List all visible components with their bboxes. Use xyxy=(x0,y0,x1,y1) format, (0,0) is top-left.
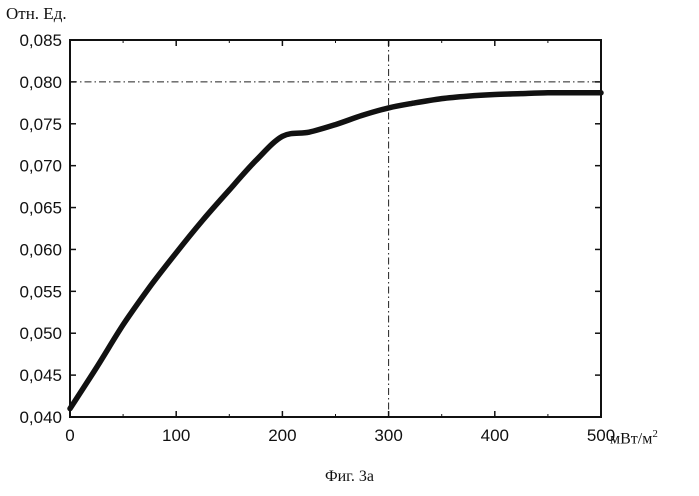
x-tick-label: 100 xyxy=(162,426,190,445)
y-tick-label: 0,065 xyxy=(19,199,62,218)
figure-caption: Фиг. 3а xyxy=(0,468,699,486)
x-axis-unit-label: мВт/м2 xyxy=(610,428,658,448)
x-axis-unit-text: мВт/м xyxy=(610,430,652,447)
y-tick-label: 0,085 xyxy=(19,31,62,50)
y-tick-label: 0,075 xyxy=(19,115,62,134)
y-tick-label: 0,080 xyxy=(19,73,62,92)
y-tick-label: 0,060 xyxy=(19,240,62,259)
x-tick-label: 400 xyxy=(481,426,509,445)
x-tick-label: 300 xyxy=(374,426,402,445)
plot-frame xyxy=(70,40,601,417)
x-tick-label: 0 xyxy=(65,426,74,445)
y-tick-label: 0,045 xyxy=(19,366,62,385)
x-axis-unit-exponent: 2 xyxy=(652,428,658,440)
y-tick-label: 0,055 xyxy=(19,282,62,301)
y-tick-label: 0,050 xyxy=(19,324,62,343)
data-series-line xyxy=(70,93,601,409)
y-tick-label: 0,070 xyxy=(19,157,62,176)
y-tick-label: 0,040 xyxy=(19,408,62,427)
x-tick-label: 200 xyxy=(268,426,296,445)
